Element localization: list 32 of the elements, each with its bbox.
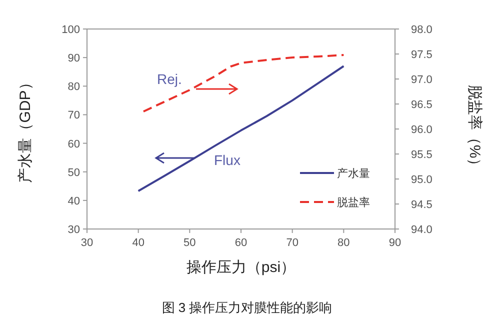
legend-label: 产水量 <box>337 167 370 180</box>
y-tick-label: 50 <box>68 166 80 179</box>
x-tick-label: 70 <box>286 237 298 249</box>
y-tick-label: 40 <box>68 195 80 208</box>
y2-tick-label: 95.0 <box>411 174 432 186</box>
y2-tick-label: 94.5 <box>411 199 432 211</box>
x-tick-label: 80 <box>338 237 350 249</box>
x-tick-label: 50 <box>184 237 196 249</box>
y2-tick-label: 97.5 <box>411 49 432 61</box>
x-tick-label: 90 <box>388 237 402 249</box>
y-tick-label: 60 <box>68 138 80 150</box>
y2-tick-label: 96.5 <box>411 99 432 111</box>
y2-tick-label: 94.0 <box>411 224 432 236</box>
y2-tick-label: 96.0 <box>411 124 432 136</box>
annotation: Flux <box>214 152 240 168</box>
y2-tick-label: 98.0 <box>411 24 432 36</box>
y2-tick-label: 95.5 <box>411 149 432 161</box>
y-tick-label: 100 <box>62 24 80 36</box>
x-axis-title: 操作压力（psi） <box>186 259 296 276</box>
x-tick-label: 60 <box>234 237 248 249</box>
y2-tick-label: 97.0 <box>411 74 432 86</box>
y-tick-label: 30 <box>68 224 80 236</box>
annotation: Rej. <box>157 71 182 87</box>
y-tick-label: 80 <box>68 81 80 94</box>
y-axis-title: 产水量（GDP） <box>17 75 34 183</box>
y2-axis-title: 脱盐率（%） <box>466 84 483 174</box>
x-tick-label: 30 <box>80 237 94 249</box>
legend-label: 脱盐率 <box>337 196 370 209</box>
y-tick-label: 90 <box>68 52 80 65</box>
x-tick-label: 40 <box>132 237 144 249</box>
caption: 图 3 操作压力对膜性能的影响 <box>162 300 332 315</box>
y-tick-label: 70 <box>68 110 80 122</box>
